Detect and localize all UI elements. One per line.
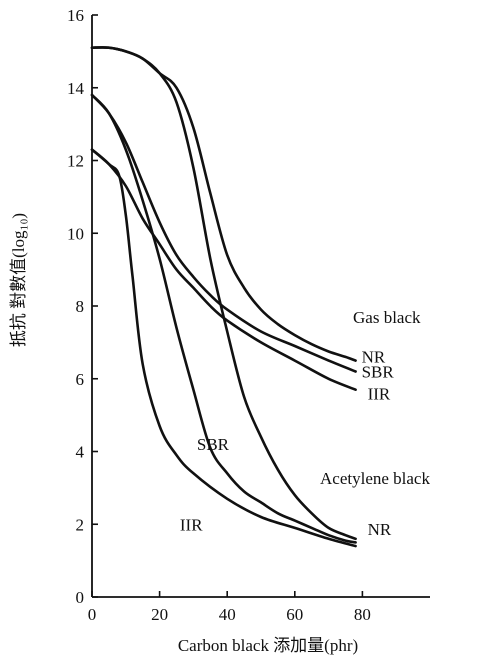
annotation-gas-black: Gas black <box>353 308 421 327</box>
x-tick-label: 0 <box>88 605 97 624</box>
y-tick-label: 2 <box>76 515 85 534</box>
series-label-acetylene-black-nr: NR <box>368 520 392 539</box>
series-label-acetylene-black-iir: IIR <box>180 515 203 534</box>
series-line-gas-black-iir <box>90 148 357 391</box>
y-tick-label: 16 <box>67 6 84 25</box>
series-layer <box>90 46 357 548</box>
x-tick-label: 20 <box>151 605 168 624</box>
series-label-acetylene-black-sbr: SBR <box>197 435 230 454</box>
x-tick-label: 40 <box>219 605 236 624</box>
y-axis-title: 抵抗 對數值(log₁₀) <box>9 213 28 347</box>
series-label-gas-black-nr: NR <box>362 348 386 367</box>
y-tick-label: 8 <box>76 297 85 316</box>
series-label-gas-black-iir: IIR <box>368 385 391 404</box>
y-tick-label: 10 <box>67 224 84 243</box>
y-tick-label: 14 <box>67 79 85 98</box>
annotation-acetylene-black: Acetylene black <box>320 469 430 488</box>
series-label-gas-black-sbr: SBR <box>362 363 395 382</box>
axis-ticks: 0 2 4 6 8 10 12 14 16 0 20 40 60 80 <box>67 6 371 624</box>
y-tick-label: 6 <box>76 370 85 389</box>
x-tick-label: 60 <box>286 605 303 624</box>
series-line-acetylene-black-sbr <box>90 93 357 544</box>
series-line-acetylene-black-nr <box>90 46 357 541</box>
y-tick-label: 0 <box>76 588 85 607</box>
y-tick-label: 4 <box>76 443 85 462</box>
x-axis-title: Carbon black 添加量(phr) <box>178 636 358 655</box>
series-line-gas-black-sbr <box>90 93 357 373</box>
series-line-acetylene-black-iir <box>90 148 357 548</box>
y-tick-label: 12 <box>67 152 84 171</box>
x-tick-label: 80 <box>354 605 371 624</box>
